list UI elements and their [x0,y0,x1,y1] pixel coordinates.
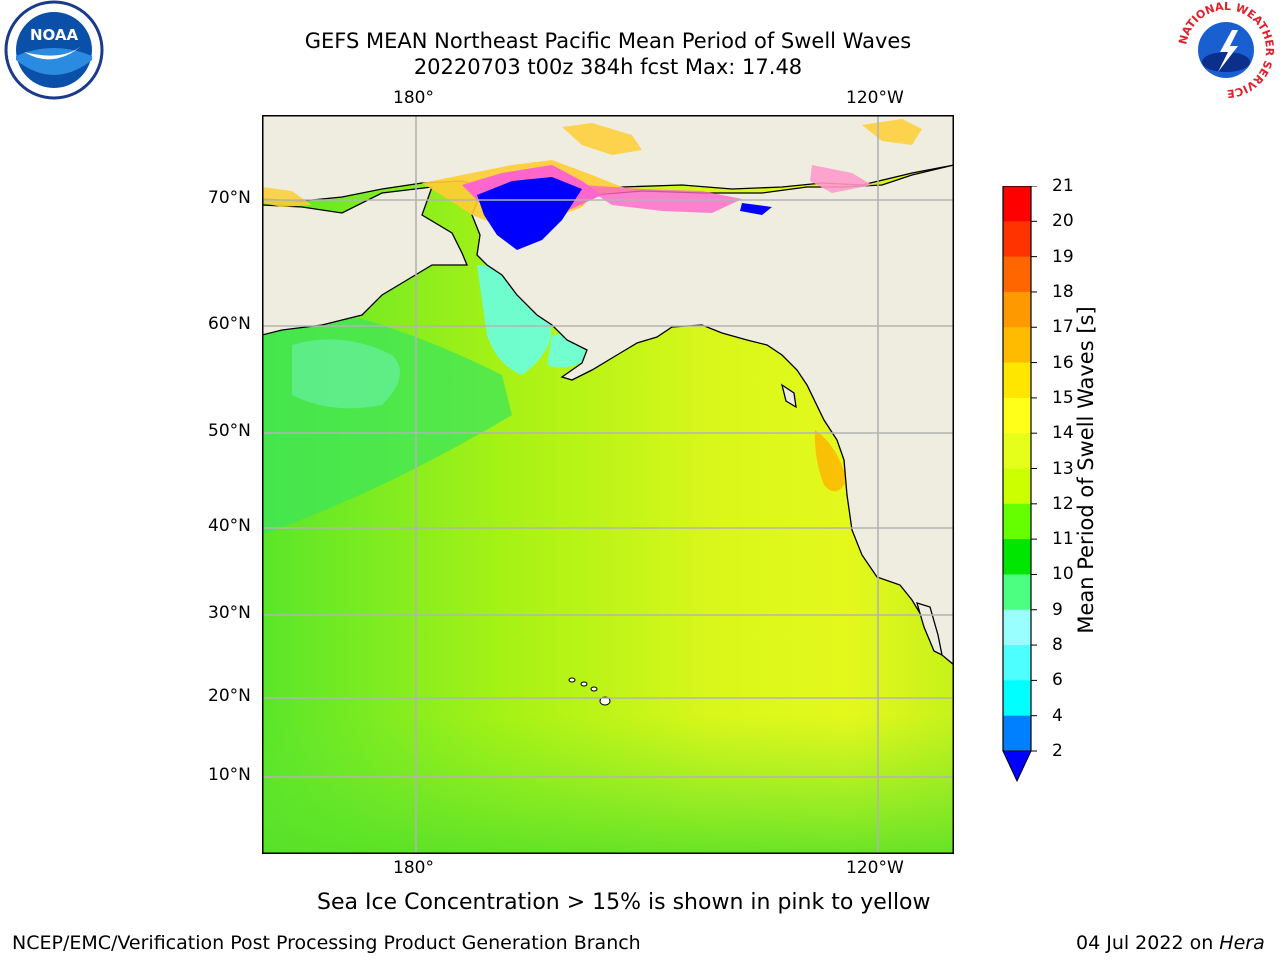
colorbar-segment [1003,645,1031,681]
lat-label-70n: 70°N [208,188,251,208]
colorbar-tick-label: 9 [1052,599,1063,620]
footer-host: Hera [1219,932,1265,954]
footer-date: 04 Jul 2022 on [1076,932,1220,954]
lon-label-top-120w: 120°W [846,88,904,108]
lat-label-60n: 60°N [208,314,251,334]
colorbar-tick-label: 13 [1052,458,1074,479]
lat-label-50n: 50°N [208,421,251,441]
colorbar-segment [1003,680,1031,717]
colorbar-segment [1003,468,1031,505]
colorbar-ticks: 21 20 19 18 17 16 15 14 13 12 11 10 9 8 6 4 2 [1052,176,1092,776]
sea-ice-pink-ne [810,165,872,193]
colorbar-tick-label: 6 [1052,670,1063,691]
nws-logo-icon: NATIONAL WEATHER SERVICE [1176,0,1276,100]
colorbar-segment [1003,503,1031,540]
colorbar-tick-label: 11 [1052,529,1074,550]
colorbar-segment [1003,327,1031,364]
sea-ice-pink-east [582,185,742,213]
sea-ice-yellow-ne [862,119,922,145]
sea-ice-yellow-north [562,123,642,155]
chart-subtitle: 20220703 t00z 384h fcst Max: 17.48 [413,55,803,79]
swell-patch-norton [477,265,552,375]
lon-label-bottom-180: 180° [393,858,434,878]
colorbar-segment [1003,539,1031,575]
colorbar-tick-label: 17 [1052,317,1074,338]
ocean-field-south [262,715,954,854]
colorbar-segment [1003,574,1031,611]
colorbar-segment [1003,715,1031,752]
colorbar-tick-label: 20 [1052,211,1074,232]
land-vancouver-island [780,383,797,409]
colorbar-tick-label: 10 [1052,564,1074,585]
swell-patch-coastal [814,430,847,492]
lat-label-10n: 10°N [208,765,251,785]
colorbar-tick-label: 21 [1052,176,1074,196]
colorbar-label: Mean Period of Swell Waves [s] [1074,306,1098,634]
nws-logo: NATIONAL WEATHER SERVICE [1176,0,1276,100]
noaa-logo-text: NOAA [30,26,79,44]
colorbar-segment [1003,397,1031,434]
colorbar-tick-label: 16 [1052,352,1074,373]
footer-left: NCEP/EMC/Verification Post Processing Pr… [12,932,641,954]
land-baja [916,602,943,657]
colorbar-tick-label: 2 [1052,741,1063,761]
sea-ice-yellow-west [262,187,312,207]
lat-label-40n: 40°N [208,516,251,536]
map-panel [261,114,955,854]
colorbar-segment [1003,433,1031,469]
lon-label-bottom-120w: 120°W [846,858,904,878]
map-svg [261,114,955,854]
colorbar-segment [1003,256,1031,293]
hawaii-islands [568,677,611,706]
footer-right: 04 Jul 2022 on Hera [1076,932,1265,954]
sea-ice-blue-east [740,203,772,215]
colorbar-segment [1003,186,1031,222]
noaa-logo-icon: NOAA [4,0,104,100]
colorbar-extension [1002,750,1032,783]
colorbar-tick-label: 12 [1052,493,1074,514]
chart-title: GEFS MEAN Northeast Pacific Mean Period … [304,29,912,53]
colorbar-segment [1003,609,1031,646]
gridlines [262,115,954,854]
colorbar-tick-label: 15 [1052,387,1074,408]
colorbar-tick-label: 18 [1052,281,1074,302]
colorbar-tick-label: 4 [1052,705,1063,726]
noaa-logo: NOAA [4,0,104,100]
colorbar-tick-label: 8 [1052,635,1063,656]
sea-ice-note: Sea Ice Concentration > 15% is shown in … [317,890,931,915]
swell-patch-bering [292,339,400,409]
colorbar-segment [1003,291,1031,328]
sea-ice [262,119,922,250]
colorbar [1000,185,1040,786]
land [261,114,955,667]
map-frame [262,115,954,854]
colorbar-segment [1003,221,1031,258]
colorbar-svg [1002,185,1037,783]
colorbar-segment [1003,362,1031,399]
colorbar-tick-label: 14 [1052,423,1074,444]
sea-ice-blue [477,177,582,250]
colorbar-tick-label: 19 [1052,246,1074,267]
lat-label-30n: 30°N [208,603,251,623]
lat-label-20n: 20°N [208,686,251,706]
lon-label-top-180: 180° [393,88,434,108]
